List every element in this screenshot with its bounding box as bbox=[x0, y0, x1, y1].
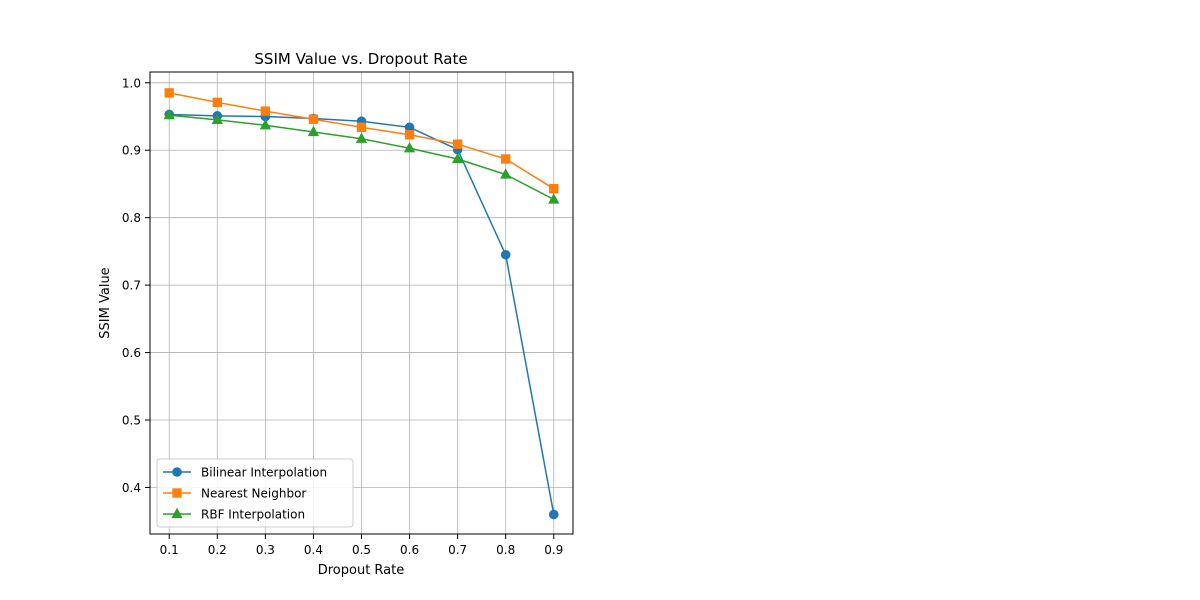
legend-marker-rbf-interpolation bbox=[171, 507, 183, 519]
legend-box bbox=[156, 458, 354, 528]
x-tick-label: 0.1 bbox=[160, 543, 179, 557]
data-point-nearest-neighbor bbox=[452, 139, 463, 149]
axes: 0.1 0.2 0.3 0.4 0.5 0.6 0.7 0.8 0.9 0.4 0.5 0.6 0.7 0… bbox=[122, 76, 563, 557]
x-axis-label: Dropout Rate bbox=[318, 563, 405, 578]
data-point-rbf-interpolation bbox=[355, 132, 368, 143]
data-point-nearest-neighbor bbox=[549, 183, 559, 194]
data-point-rbf-interpolation bbox=[259, 119, 272, 130]
data-point-rbf-interpolation bbox=[307, 125, 320, 137]
y-tick-label: 0.7 bbox=[122, 279, 141, 293]
y-tick-label: 0.4 bbox=[122, 481, 141, 495]
y-axis-label: SSIM Value bbox=[98, 267, 113, 338]
grid-lines bbox=[150, 72, 573, 534]
y-tick-label: 1.0 bbox=[122, 76, 141, 90]
data-point-nearest-neighbor bbox=[308, 114, 319, 124]
legend: Bilinear Interpolation Nearest Neighbor RB… bbox=[156, 458, 354, 528]
legend-label-bilinear-interpolation: Bilinear Interpolation bbox=[201, 466, 327, 480]
chart-title: SSIM Value vs. Dropout Rate bbox=[254, 50, 467, 68]
data-point-rbf-interpolation bbox=[403, 141, 416, 153]
x-tick-label: 0.3 bbox=[256, 543, 275, 557]
data-point-bilinear-interpolation bbox=[500, 249, 511, 260]
data-point-rbf-interpolation bbox=[163, 108, 175, 120]
data-point-nearest-neighbor bbox=[212, 97, 222, 108]
data-point-nearest-neighbor bbox=[260, 106, 271, 116]
y-tick-label: 0.6 bbox=[122, 346, 141, 360]
data-point-nearest-neighbor bbox=[356, 122, 367, 133]
series-layer bbox=[163, 88, 560, 520]
x-tick-label: 0.9 bbox=[544, 543, 563, 557]
x-tick-label: 0.7 bbox=[448, 543, 467, 557]
series-rbf-interpolation bbox=[163, 108, 560, 204]
data-point-rbf-interpolation bbox=[451, 152, 464, 164]
data-point-rbf-interpolation bbox=[500, 168, 512, 179]
data-point-rbf-interpolation bbox=[548, 193, 560, 204]
series-nearest-neighbor bbox=[164, 88, 559, 194]
y-tick-label: 0.8 bbox=[122, 211, 141, 225]
data-point-rbf-interpolation bbox=[211, 113, 223, 124]
x-tick-label: 0.2 bbox=[208, 543, 227, 557]
x-tick-label: 0.4 bbox=[304, 543, 323, 557]
legend-label-nearest-neighbor: Nearest Neighbor bbox=[201, 487, 306, 501]
legend-label-rbf-interpolation: RBF Interpolation bbox=[201, 508, 305, 522]
y-tick-label: 0.5 bbox=[122, 414, 141, 428]
data-point-nearest-neighbor bbox=[164, 88, 174, 98]
y-tick-label: 0.9 bbox=[122, 144, 141, 158]
x-tick-label: 0.8 bbox=[496, 543, 515, 557]
x-tick-label: 0.6 bbox=[400, 543, 419, 557]
data-point-nearest-neighbor bbox=[501, 154, 511, 164]
legend-marker-nearest-neighbor bbox=[172, 488, 182, 498]
x-tick-label: 0.5 bbox=[352, 543, 371, 557]
data-point-bilinear-interpolation bbox=[548, 509, 559, 520]
data-point-nearest-neighbor bbox=[404, 130, 415, 140]
legend-marker-bilinear-interpolation bbox=[172, 467, 182, 477]
